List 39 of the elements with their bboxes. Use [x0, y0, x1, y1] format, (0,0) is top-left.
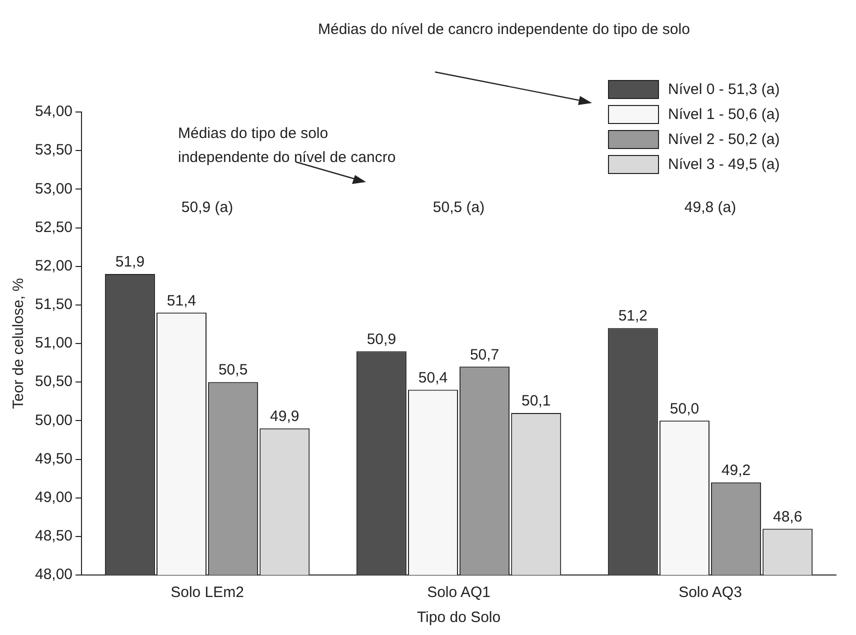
- annotation: Médias do tipo de solo independente do nível de cancro: [178, 125, 396, 166]
- data-label: 50,0: [670, 400, 700, 418]
- legend-label: Nível 0 - 51,3 (a): [668, 81, 780, 98]
- legend-label: Nível 1 - 50,6 (a): [668, 106, 780, 124]
- y-axis-title: Teor de celulose, %: [10, 278, 28, 409]
- y-tick-label: 50,50: [34, 373, 73, 390]
- data-label: 48,6: [772, 508, 802, 526]
- data-label: 50,7: [470, 346, 500, 364]
- y-tick-label: 51,00: [34, 334, 73, 352]
- y-tick-label: 49,00: [34, 488, 73, 506]
- data-label: 50,9: [366, 330, 396, 348]
- y-tick-label: 48,00: [34, 566, 73, 584]
- annotation: 50,9 (a): [181, 199, 234, 216]
- y-tick-label: 52,50: [34, 218, 73, 236]
- legend-label: Nível 2 - 50,2 (a): [668, 131, 780, 148]
- x-axis-title: Tipo do Solo: [416, 609, 501, 626]
- text: Médias do nível de cancro independente do tipo de solo: [318, 21, 690, 38]
- annotation: 50,5 (a): [432, 199, 485, 216]
- data-label: 51,9: [115, 254, 145, 271]
- y-tick-label: 53,00: [34, 180, 73, 198]
- x-tick-label: Solo AQ1: [427, 584, 490, 602]
- data-label: 50,1: [522, 392, 551, 410]
- y-tick-label: 54,00: [34, 103, 73, 120]
- x-tick-label: Solo LEm2: [170, 584, 244, 602]
- data-label: 50,5: [218, 362, 248, 379]
- y-tick-label: 50,00: [34, 412, 73, 429]
- legend-label: Nível 3 - 49,5 (a): [668, 156, 780, 174]
- x-tick-label: Solo AQ3: [678, 584, 742, 602]
- annotation: 49,8 (a): [684, 199, 736, 216]
- data-label: 50,4: [418, 369, 448, 386]
- y-tick-label: 53,50: [34, 142, 73, 159]
- y-tick-label: 51,50: [34, 296, 73, 314]
- data-label: 51,4: [166, 292, 196, 310]
- data-label: 51,2: [618, 308, 648, 325]
- data-label: 49,9: [270, 408, 300, 426]
- y-tick-label: 49,50: [34, 450, 73, 468]
- y-tick-label: 52,00: [34, 257, 73, 274]
- y-tick-label: 48,50: [34, 528, 73, 545]
- data-label: 49,2: [721, 462, 751, 480]
